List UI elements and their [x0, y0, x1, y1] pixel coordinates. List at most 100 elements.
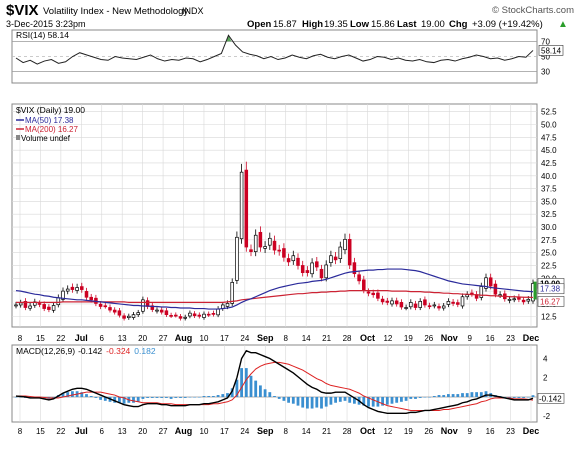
candle-body: [112, 309, 117, 313]
rsi-tick-label: 50: [541, 53, 550, 62]
price-panel: [11, 103, 538, 328]
candle-body: [178, 316, 183, 319]
macd-hist-bar: [517, 396, 521, 398]
macd-x-axis-label: Nov: [441, 426, 458, 436]
candle-body: [211, 313, 216, 315]
macd-line: [15, 349, 534, 415]
candle-body: [206, 313, 211, 316]
macd-hist-bar: [409, 396, 413, 399]
candle-body: [362, 279, 366, 291]
macd-x-axis-label: 16: [486, 427, 495, 436]
candle-body: [512, 298, 516, 301]
macd-x-axis-label: Dec: [523, 426, 540, 436]
ma200-value-box-label: 16.27: [540, 297, 561, 306]
candle-body: [319, 268, 324, 279]
macd-hist-bar: [385, 396, 389, 405]
price-tick-label: 30.0: [541, 223, 557, 232]
candle-body: [47, 306, 51, 310]
price-tick-label: 37.5: [541, 185, 557, 194]
candle-body: [51, 305, 56, 311]
candle-body: [65, 288, 70, 292]
candle-body: [526, 298, 531, 302]
price-tick-label: 12.5: [541, 313, 557, 322]
x-axis-label: 6: [100, 334, 105, 343]
candle-body: [263, 246, 267, 249]
macd-hist-bar: [207, 396, 211, 397]
macd-x-axis-label: 27: [159, 427, 168, 436]
rsi-last-label: 58.14: [541, 46, 562, 55]
candle-body: [80, 286, 84, 290]
macd-hist-bar: [479, 392, 483, 397]
macd-legend-hist: 0.182: [134, 346, 156, 356]
macd-hist-bar: [230, 388, 234, 397]
macd-hist-bar: [338, 396, 342, 402]
candle-body: [174, 314, 178, 317]
macd-hist-bar: [132, 396, 135, 403]
candle-body: [117, 310, 122, 316]
candle-body: [150, 305, 155, 310]
x-axis-label: 26: [424, 334, 433, 343]
macd-legend-macd: -0.142: [78, 346, 102, 356]
macd-hist-bar: [291, 396, 295, 404]
candle-body: [399, 302, 404, 308]
macd-hist-bar: [353, 396, 356, 404]
macd-hist-bar: [343, 396, 347, 401]
macd-hist-bar: [418, 396, 422, 398]
candle-body: [300, 265, 305, 274]
x-axis-label: 13: [118, 334, 127, 343]
rsi-layer: 70 50 30 58.14: [12, 34, 564, 77]
candle-body: [159, 309, 164, 313]
candle-body: [225, 303, 230, 307]
macd-x-axis-label: 15: [36, 427, 45, 436]
candle-body: [460, 296, 465, 307]
macd-hist-bar: [423, 396, 427, 398]
macd-tick-label: 4: [543, 354, 548, 363]
macd-hist-bar: [381, 396, 384, 406]
open-value: 15.87: [273, 19, 297, 30]
candle-body: [286, 258, 291, 263]
macd-hist-bar: [174, 396, 178, 398]
candle-body: [70, 286, 75, 290]
candle-body: [18, 302, 23, 306]
candle-body: [197, 314, 202, 317]
macd-hist-bar: [160, 396, 164, 398]
axis-layer: 8 8 15 15 22 22 Jul Jul 6 6 13 13 20 20 27 27 Aug Aug 10 10…: [18, 333, 539, 436]
price-tick-label: 45.0: [541, 146, 557, 155]
candle-body: [268, 237, 272, 246]
candle-body: [56, 297, 61, 306]
candle-body: [437, 306, 441, 309]
macd-hist-bar: [404, 396, 408, 401]
candle-body: [404, 307, 408, 309]
macd-hist-bar: [320, 396, 323, 409]
x-axis-label: 16: [486, 334, 495, 343]
macd-hist-bar: [249, 375, 253, 397]
macd-layer: 4 2 -2 -0.142: [12, 349, 565, 421]
candle-body: [164, 310, 169, 316]
macd-hist-bar: [348, 396, 352, 403]
x-axis-label: 24: [240, 334, 249, 343]
candle-body: [423, 299, 427, 306]
macd-hist-bar: [150, 396, 154, 398]
macd-hist-bar: [282, 396, 286, 401]
candle-body: [192, 313, 197, 317]
candle-body: [122, 315, 126, 319]
macd-x-axis-label: 19: [404, 427, 413, 436]
candle-body: [108, 307, 112, 311]
macd-x-axis-label: 23: [506, 427, 515, 436]
price-tick-label: 22.5: [541, 261, 557, 270]
ma200-legend: MA(200) 16.27: [25, 125, 78, 134]
price-grid: 52.5 50.0 47.5 45.0 42.5 40.0 37.5 35.0 32.5 30.0…: [12, 104, 557, 422]
x-axis-label: 21: [322, 334, 331, 343]
macd-hist-bar: [390, 396, 394, 404]
macd-hist-bar: [179, 396, 182, 398]
macd-x-axis-label: 9: [467, 427, 472, 436]
x-axis-label: Dec: [523, 333, 540, 343]
macd-hist-bar: [273, 396, 276, 397]
last-label: Last: [397, 19, 417, 30]
candle-body: [37, 303, 42, 305]
macd-x-axis-label: 20: [138, 427, 147, 436]
macd-hist-bar: [14, 396, 18, 398]
macd-hist-bar: [395, 396, 399, 403]
